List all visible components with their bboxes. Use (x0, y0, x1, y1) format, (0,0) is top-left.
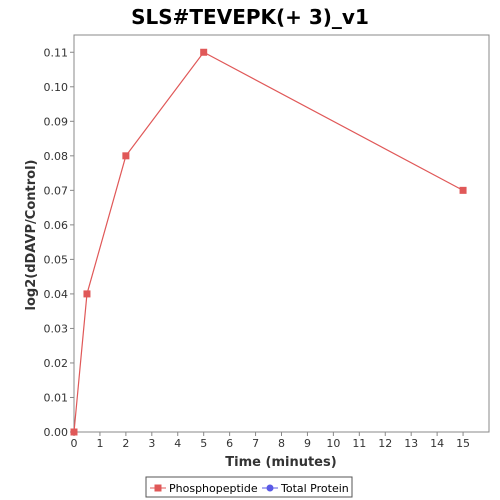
y-tick-label: 0.01 (44, 391, 69, 404)
x-tick-label: 6 (226, 437, 233, 450)
chart-title: SLS#TEVEPK(+ 3)_v1 (131, 5, 369, 29)
y-tick-label: 0.04 (44, 288, 69, 301)
y-tick-label: 0.10 (44, 81, 69, 94)
y-tick-label: 0.07 (44, 184, 69, 197)
y-axis: 0.00 0.01 0.02 0.03 0.04 0.05 0.06 0.07 0.08 0.09… (44, 46, 74, 439)
x-tick-label: 15 (456, 437, 470, 450)
y-tick-label: 0.11 (44, 46, 69, 59)
y-tick-label: 0.03 (44, 322, 69, 335)
x-tick-label: 12 (378, 437, 392, 450)
legend-box (145, 476, 353, 498)
y-tick-label: 0.09 (44, 115, 69, 128)
legend-label: Total Protein (280, 482, 349, 495)
x-tick-label: 1 (96, 437, 103, 450)
x-tick-label: 3 (148, 437, 155, 450)
plot-area (73, 34, 490, 433)
x-tick-label: 9 (304, 437, 311, 450)
y-tick-label: 0.05 (44, 253, 69, 266)
legend-marker (266, 484, 274, 492)
x-axis-label: Time (minutes) (225, 455, 336, 470)
y-axis-label: log2(dDAVP/Control) (24, 160, 39, 311)
y-tick-label: 0.02 (44, 357, 69, 370)
x-tick-label: 8 (278, 437, 285, 450)
data-point (200, 48, 208, 56)
y-tick-label: 0.08 (44, 150, 69, 163)
y-tick-label: 0.06 (44, 219, 69, 232)
x-tick-label: 4 (174, 437, 181, 450)
x-tick-label: 0 (71, 437, 78, 450)
data-point (122, 152, 130, 160)
x-tick-label: 10 (326, 437, 340, 450)
x-tick-label: 5 (200, 437, 207, 450)
y-tick-label: 0.00 (44, 426, 69, 439)
legend: Phosphopeptide Total Protein (145, 476, 353, 498)
data-point (459, 186, 467, 194)
series-layer (70, 48, 467, 436)
legend-label: Phosphopeptide (169, 482, 258, 495)
data-point (70, 428, 78, 436)
x-tick-label: 11 (352, 437, 366, 450)
x-axis: 0 1 2 3 4 5 6 7 8 9 10 11 12 13 14 15 (71, 432, 470, 450)
x-tick-label: 2 (122, 437, 129, 450)
data-point (83, 290, 91, 298)
x-tick-label: 14 (430, 437, 444, 450)
x-tick-label: 7 (252, 437, 259, 450)
legend-marker (154, 484, 162, 492)
x-tick-label: 13 (404, 437, 418, 450)
